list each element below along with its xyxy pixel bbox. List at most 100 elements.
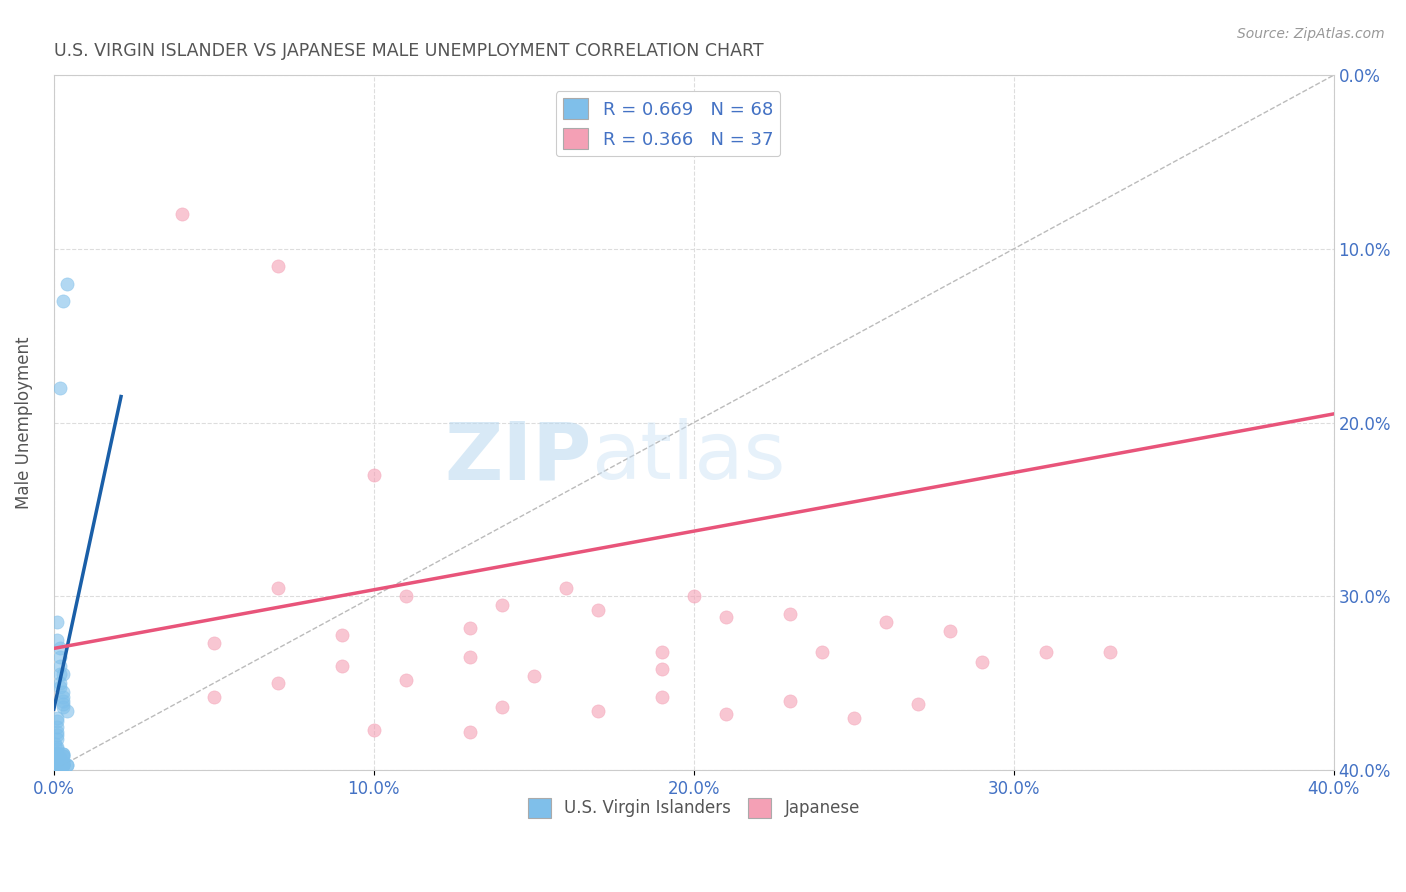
Point	[651, 690, 673, 704]
Point	[52, 693, 75, 707]
Point	[363, 467, 385, 482]
Point	[46, 754, 69, 768]
Text: atlas: atlas	[592, 418, 786, 496]
Text: U.S. VIRGIN ISLANDER VS JAPANESE MALE UNEMPLOYMENT CORRELATION CHART: U.S. VIRGIN ISLANDER VS JAPANESE MALE UN…	[53, 42, 763, 60]
Point	[52, 697, 75, 711]
Point	[810, 645, 832, 659]
Point	[682, 589, 704, 603]
Point	[49, 667, 72, 681]
Point	[458, 650, 481, 665]
Point	[44, 757, 66, 772]
Point	[52, 685, 75, 699]
Point	[46, 632, 69, 647]
Point	[49, 658, 72, 673]
Point	[46, 749, 69, 764]
Point	[52, 700, 75, 714]
Point	[52, 749, 75, 764]
Point	[52, 756, 75, 770]
Point	[46, 754, 69, 768]
Point	[46, 728, 69, 742]
Point	[46, 756, 69, 770]
Point	[330, 627, 353, 641]
Point	[49, 676, 72, 690]
Point	[907, 697, 929, 711]
Point	[48, 757, 70, 772]
Point	[267, 581, 290, 595]
Y-axis label: Male Unemployment: Male Unemployment	[15, 336, 32, 508]
Point	[52, 293, 75, 308]
Point	[202, 636, 225, 650]
Point	[55, 704, 77, 718]
Point	[52, 747, 75, 762]
Point	[52, 747, 75, 762]
Point	[46, 757, 69, 772]
Point	[52, 757, 75, 772]
Point	[46, 756, 69, 770]
Point	[170, 207, 193, 221]
Point	[395, 589, 418, 603]
Point	[491, 700, 513, 714]
Text: ZIP: ZIP	[444, 418, 592, 496]
Point	[1098, 645, 1121, 659]
Point	[46, 756, 69, 770]
Point	[46, 615, 69, 630]
Point	[46, 731, 69, 746]
Point	[48, 757, 70, 772]
Point	[52, 749, 75, 764]
Point	[779, 693, 801, 707]
Point	[46, 757, 69, 772]
Point	[55, 757, 77, 772]
Point	[49, 756, 72, 770]
Point	[46, 740, 69, 755]
Legend: U.S. Virgin Islanders, Japanese: U.S. Virgin Islanders, Japanese	[522, 791, 866, 824]
Point	[714, 707, 737, 722]
Point	[44, 737, 66, 751]
Point	[46, 746, 69, 760]
Point	[46, 747, 69, 762]
Point	[52, 757, 75, 772]
Point	[267, 676, 290, 690]
Point	[330, 658, 353, 673]
Point	[586, 603, 609, 617]
Point	[46, 724, 69, 739]
Point	[651, 662, 673, 676]
Point	[1035, 645, 1057, 659]
Point	[52, 756, 75, 770]
Point	[651, 645, 673, 659]
Point	[491, 598, 513, 612]
Point	[44, 757, 66, 772]
Point	[46, 742, 69, 756]
Point	[52, 690, 75, 704]
Point	[49, 757, 72, 772]
Point	[842, 711, 865, 725]
Point	[363, 723, 385, 737]
Point	[49, 751, 72, 765]
Point	[395, 673, 418, 687]
Point	[52, 757, 75, 772]
Point	[714, 610, 737, 624]
Point	[45, 757, 67, 772]
Point	[46, 751, 69, 765]
Point	[52, 667, 75, 681]
Text: Source: ZipAtlas.com: Source: ZipAtlas.com	[1237, 27, 1385, 41]
Point	[554, 581, 576, 595]
Point	[779, 607, 801, 621]
Point	[46, 714, 69, 729]
Point	[49, 753, 72, 767]
Point	[55, 757, 77, 772]
Point	[52, 757, 75, 772]
Point	[49, 757, 72, 772]
Point	[970, 655, 993, 669]
Point	[49, 680, 72, 694]
Point	[458, 724, 481, 739]
Point	[875, 615, 897, 630]
Point	[458, 621, 481, 635]
Point	[46, 753, 69, 767]
Point	[49, 751, 72, 765]
Point	[523, 669, 546, 683]
Point	[49, 641, 72, 656]
Point	[49, 756, 72, 770]
Point	[202, 690, 225, 704]
Point	[586, 704, 609, 718]
Point	[49, 754, 72, 768]
